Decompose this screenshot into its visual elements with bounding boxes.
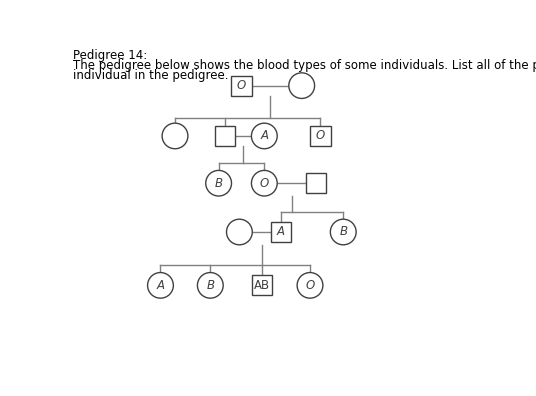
Text: O: O: [237, 79, 246, 92]
Ellipse shape: [206, 170, 232, 196]
Text: A: A: [260, 129, 269, 143]
Text: O: O: [306, 279, 315, 292]
Ellipse shape: [297, 272, 323, 298]
Bar: [306, 173, 326, 193]
Text: O: O: [259, 177, 269, 190]
Ellipse shape: [330, 219, 356, 245]
Ellipse shape: [227, 219, 252, 245]
Ellipse shape: [289, 73, 315, 99]
Bar: [252, 275, 272, 295]
Text: individual in the pedigree.: individual in the pedigree.: [73, 69, 229, 82]
Ellipse shape: [147, 272, 173, 298]
Text: Pedigree 14:: Pedigree 14:: [73, 49, 147, 62]
Text: A: A: [277, 225, 285, 238]
Text: B: B: [214, 177, 222, 190]
Text: The pedigree below shows the blood types of some individuals. List all of the po: The pedigree below shows the blood types…: [73, 59, 536, 72]
Text: B: B: [339, 225, 347, 238]
Ellipse shape: [251, 123, 277, 149]
Ellipse shape: [162, 123, 188, 149]
Bar: [310, 126, 331, 146]
Bar: [271, 222, 291, 242]
Text: B: B: [206, 279, 214, 292]
Ellipse shape: [197, 272, 223, 298]
Bar: [232, 76, 251, 96]
Text: A: A: [157, 279, 165, 292]
Ellipse shape: [251, 170, 277, 196]
Text: O: O: [316, 129, 325, 143]
Text: AB: AB: [254, 279, 270, 292]
Bar: [215, 126, 235, 146]
